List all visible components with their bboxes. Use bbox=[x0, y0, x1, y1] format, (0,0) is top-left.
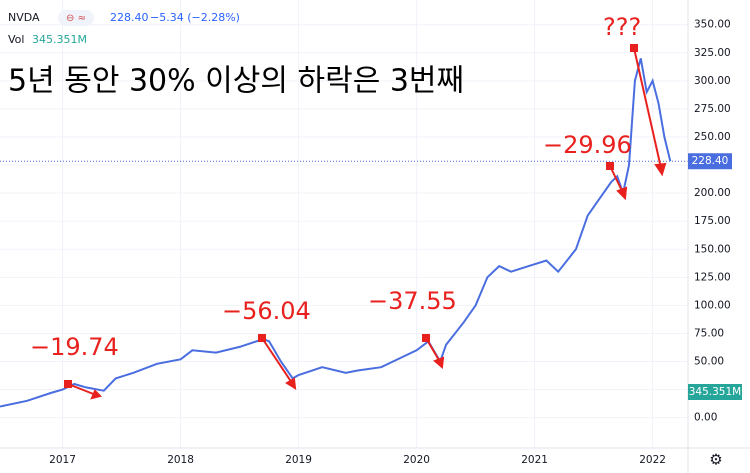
y-tick-label: 250.00 bbox=[694, 131, 731, 143]
x-tick-label: 2017 bbox=[49, 454, 76, 466]
price: 228.40 bbox=[110, 11, 149, 24]
y-tick-label: 350.00 bbox=[694, 19, 731, 31]
annotation: ??? bbox=[603, 13, 641, 41]
arrow bbox=[609, 165, 624, 194]
header: NVDA ⊖ ≈ 228.40 −5.34 (−2.28%) Vol 345.3… bbox=[8, 10, 240, 46]
arrow bbox=[261, 337, 293, 384]
arrow-tail bbox=[258, 334, 266, 342]
annotation: −29.96 bbox=[543, 131, 632, 159]
annotation: −19.74 bbox=[30, 333, 119, 361]
x-tick-label: 2018 bbox=[167, 454, 194, 466]
y-tick-label: 150.00 bbox=[694, 243, 731, 255]
annotation: −37.55 bbox=[368, 287, 457, 315]
change: −5.34 (−2.28%) bbox=[150, 11, 240, 24]
arrow bbox=[633, 47, 662, 169]
arrow-tail bbox=[630, 44, 638, 52]
y-tick-label: 50.00 bbox=[694, 356, 724, 368]
arrow-head bbox=[90, 389, 102, 400]
arrow-tail bbox=[422, 334, 430, 342]
y-tick-label: 275.00 bbox=[694, 103, 731, 115]
settings-icon[interactable]: ⚙ bbox=[709, 451, 722, 469]
annotations: −19.74 −56.04 −37.55 −29.96 ??? bbox=[30, 13, 667, 400]
x-tick-label: 2019 bbox=[285, 454, 312, 466]
last-price-badge bbox=[688, 153, 732, 170]
volume-badge bbox=[688, 384, 742, 400]
arrow bbox=[67, 383, 97, 396]
toggle-icon: ⊖ ≈ bbox=[66, 13, 86, 24]
grid bbox=[0, 0, 688, 448]
last-price-label: 228.40 bbox=[692, 155, 729, 167]
arrow-tail bbox=[606, 162, 614, 170]
y-tick-label: 0.00 bbox=[694, 412, 717, 424]
arrows bbox=[64, 44, 667, 400]
arrow-head bbox=[285, 377, 297, 390]
y-tick-label: 100.00 bbox=[694, 299, 731, 311]
arrow-tail bbox=[64, 380, 72, 388]
y-tick-label: 200.00 bbox=[694, 187, 731, 199]
indicator-toggle[interactable] bbox=[58, 10, 94, 26]
volume-value: 345.351M bbox=[32, 33, 87, 46]
x-tick-label: 2022 bbox=[639, 454, 666, 466]
arrow-head bbox=[616, 186, 628, 201]
y-tick-label: 125.00 bbox=[694, 271, 731, 283]
y-tick-label: 175.00 bbox=[694, 215, 731, 227]
y-tick-label: 75.00 bbox=[694, 327, 724, 339]
symbol: NVDA bbox=[8, 11, 40, 24]
y-tick-label: 325.00 bbox=[694, 47, 731, 59]
price-axis: 0.0025.0050.0075.00100.00125.00150.00175… bbox=[688, 19, 732, 424]
volume-label: Vol bbox=[8, 33, 24, 46]
x-tick-label: 2020 bbox=[403, 454, 430, 466]
arrow-head bbox=[654, 162, 667, 177]
volume-badge-label: 345.351M bbox=[689, 386, 741, 398]
y-tick-label: 300.00 bbox=[694, 75, 731, 87]
annotation: −56.04 bbox=[222, 297, 311, 325]
headline: 5년 동안 30% 이상의 하락은 3번째 bbox=[8, 64, 464, 99]
time-axis: 2017 2018 2019 2020 2021 2022 bbox=[49, 454, 666, 466]
x-tick-label: 2021 bbox=[521, 454, 548, 466]
arrow-head bbox=[433, 356, 445, 369]
